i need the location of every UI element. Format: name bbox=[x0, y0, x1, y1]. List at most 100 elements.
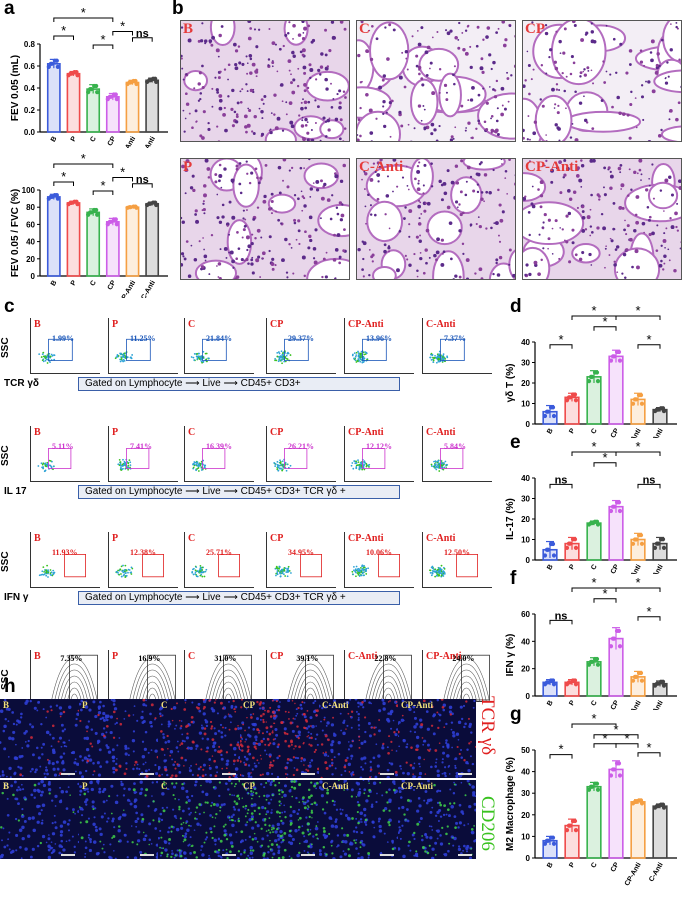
data-point bbox=[632, 799, 638, 804]
data-point bbox=[88, 87, 93, 92]
data-point bbox=[660, 406, 666, 411]
data-point bbox=[588, 374, 594, 379]
flow-plot-CP: CP 29.37% bbox=[266, 318, 336, 374]
y-tick-label: 10 bbox=[521, 400, 530, 409]
x-tick-label: B bbox=[546, 862, 555, 870]
scale-bar bbox=[61, 854, 75, 856]
histology-image-C-Anti: C-Anti bbox=[356, 158, 516, 280]
x-tick-label: P bbox=[568, 699, 577, 707]
data-point bbox=[544, 409, 550, 414]
data-point bbox=[632, 397, 638, 402]
data-point bbox=[127, 205, 132, 210]
flow-plot-C: C 21.84% bbox=[184, 318, 254, 374]
significance-bracket bbox=[549, 619, 573, 625]
scale-bar bbox=[61, 773, 75, 775]
y-tick-label: 40 bbox=[521, 637, 530, 646]
y-tick-label: 0.2 bbox=[24, 106, 36, 115]
x-tick-label: C-Anti bbox=[648, 699, 665, 710]
x-tick-label: P bbox=[70, 279, 79, 287]
data-point bbox=[630, 678, 636, 683]
data-point bbox=[573, 545, 579, 551]
scale-bar bbox=[458, 854, 472, 856]
significance-star: * bbox=[646, 604, 651, 619]
bar-C-Anti bbox=[652, 805, 668, 859]
data-point bbox=[564, 828, 570, 833]
flow-plot-C-Anti: C-Anti 22.8% bbox=[344, 650, 414, 702]
data-point bbox=[638, 392, 644, 398]
data-point bbox=[608, 773, 614, 778]
data-point bbox=[86, 90, 91, 95]
significance-bracket bbox=[615, 743, 639, 748]
scale-bar bbox=[140, 773, 154, 775]
flow-percentage: 31.0% bbox=[214, 654, 237, 663]
data-point bbox=[639, 678, 645, 683]
y-tick-label: 10 bbox=[521, 536, 530, 545]
data-point bbox=[610, 767, 616, 772]
y-tick-label: 20 bbox=[521, 811, 530, 820]
significance-star: * bbox=[61, 23, 66, 38]
x-tick-label: CP-Anti bbox=[624, 861, 643, 887]
histology-image-C: C bbox=[356, 20, 516, 142]
histology-image-P: P bbox=[180, 158, 350, 280]
data-point bbox=[153, 200, 158, 205]
flow-group-label: C bbox=[188, 319, 196, 330]
flow-group-label: P bbox=[112, 651, 119, 662]
if-tcr-C-Anti: C-Anti bbox=[319, 699, 398, 778]
if-group-label: B bbox=[3, 781, 10, 791]
flow-group-label: CP bbox=[270, 427, 284, 438]
bar-C bbox=[586, 522, 602, 561]
flow-group-label: P bbox=[112, 427, 119, 438]
data-point bbox=[632, 537, 638, 542]
data-point bbox=[661, 683, 667, 688]
flow-group-label: P bbox=[112, 533, 119, 544]
flow-plot-CP-Anti: CP-Anti 13.96% bbox=[344, 318, 414, 374]
x-tick-label: B bbox=[50, 280, 59, 288]
if-group-label: C-Anti bbox=[322, 781, 349, 791]
flow-percentage: 13.96% bbox=[366, 333, 392, 343]
data-point bbox=[595, 787, 601, 792]
data-point bbox=[114, 222, 119, 227]
flow-plot-C: C 31.0% bbox=[184, 650, 254, 702]
significance-bracket bbox=[571, 723, 617, 728]
data-point bbox=[617, 773, 623, 778]
data-point bbox=[542, 553, 548, 558]
x-tick-label: CP-Anti bbox=[624, 427, 643, 438]
data-point bbox=[94, 207, 99, 213]
significance-bracket bbox=[112, 177, 133, 182]
significance-bracket bbox=[92, 190, 114, 195]
ssc-axis-label: SSC bbox=[0, 669, 11, 690]
data-point bbox=[572, 678, 578, 683]
data-point bbox=[639, 541, 645, 546]
data-point bbox=[573, 682, 579, 687]
flow-plot-C-Anti: C-Anti 12.50% bbox=[422, 532, 492, 588]
data-point bbox=[616, 628, 622, 634]
significance-bracket bbox=[637, 344, 661, 349]
if-cd206-C-Anti: C-Anti bbox=[319, 780, 398, 859]
data-point bbox=[608, 508, 614, 514]
significance-star: * bbox=[81, 8, 86, 20]
y-tick-label: 20 bbox=[26, 255, 35, 264]
y-tick-label: 40 bbox=[26, 238, 35, 247]
panel-label-b: b bbox=[172, 0, 184, 19]
data-point bbox=[610, 354, 616, 359]
significance-star: * bbox=[635, 304, 640, 318]
data-point bbox=[542, 413, 548, 419]
significance-star: * bbox=[635, 440, 640, 454]
significance-star: * bbox=[558, 332, 563, 347]
flow-plot-CP: CP 39.1% bbox=[266, 650, 336, 702]
significance-bracket bbox=[593, 326, 617, 331]
bar-C bbox=[586, 376, 602, 425]
data-point bbox=[54, 58, 59, 63]
scale-bar bbox=[222, 773, 236, 775]
x-tick-label: P bbox=[568, 427, 577, 435]
x-tick-label: C-Anti bbox=[648, 861, 665, 883]
data-point bbox=[594, 519, 600, 524]
data-point bbox=[572, 392, 578, 397]
flow-plot-CP-Anti: CP-Anti 24.0% bbox=[422, 650, 492, 702]
data-point bbox=[55, 64, 60, 69]
data-point bbox=[55, 196, 60, 201]
chart-m2-macrophage: 0 10 20 30 40 50 M2 Macrophage (%) B P C CP CP-Anti… bbox=[505, 712, 677, 887]
bar-C-Anti bbox=[145, 202, 160, 277]
significance-star: * bbox=[646, 332, 651, 347]
